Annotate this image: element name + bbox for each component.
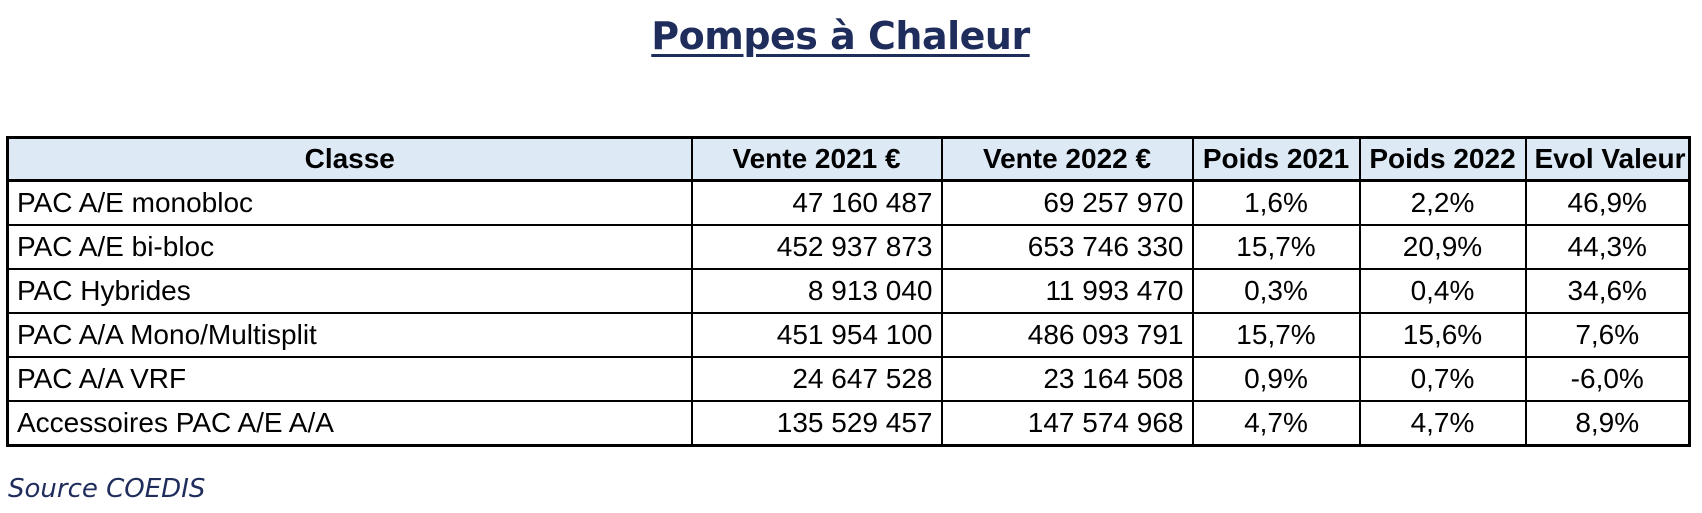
column-header-poids-2021: Poids 2021 — [1191, 136, 1361, 182]
cell-vente-2021: 8 913 040 — [690, 268, 943, 314]
cell-poids-2022: 0,7% — [1358, 356, 1527, 402]
cell-classe: PAC A/A VRF — [6, 356, 693, 402]
cell-poids-2022: 20,9% — [1358, 224, 1527, 270]
cell-evol-valeur: 34,6% — [1524, 268, 1691, 314]
table-row: PAC A/A Mono/Multisplit 451 954 100 486 … — [6, 312, 1691, 358]
cell-vente-2022: 23 164 508 — [940, 356, 1194, 402]
column-header-evol-valeur: Evol Valeur — [1524, 136, 1691, 182]
cell-poids-2021: 1,6% — [1191, 179, 1361, 226]
cell-classe: PAC Hybrides — [6, 268, 693, 314]
cell-classe: PAC A/E monobloc — [6, 179, 693, 226]
cell-poids-2022: 15,6% — [1358, 312, 1527, 358]
cell-poids-2022: 4,7% — [1358, 400, 1527, 447]
column-header-vente-2021: Vente 2021 € — [690, 136, 943, 182]
table-row: PAC Hybrides 8 913 040 11 993 470 0,3% 0… — [6, 268, 1691, 314]
cell-vente-2021: 452 937 873 — [690, 224, 943, 270]
table-row: PAC A/A VRF 24 647 528 23 164 508 0,9% 0… — [6, 356, 1691, 402]
cell-evol-valeur: 7,6% — [1524, 312, 1691, 358]
column-header-poids-2022: Poids 2022 — [1358, 136, 1527, 182]
cell-classe: PAC A/E bi-bloc — [6, 224, 693, 270]
cell-poids-2021: 0,3% — [1191, 268, 1361, 314]
cell-vente-2021: 135 529 457 — [690, 400, 943, 447]
cell-evol-valeur: 44,3% — [1524, 224, 1691, 270]
cell-evol-valeur: -6,0% — [1524, 356, 1691, 402]
cell-poids-2021: 0,9% — [1191, 356, 1361, 402]
column-header-classe: Classe — [6, 136, 693, 182]
source-note: Source COEDIS — [8, 474, 206, 504]
table-row: PAC A/E bi-bloc 452 937 873 653 746 330 … — [6, 224, 1691, 270]
cell-poids-2021: 15,7% — [1191, 224, 1361, 270]
cell-poids-2021: 4,7% — [1191, 400, 1361, 447]
table-row: PAC A/E monobloc 47 160 487 69 257 970 1… — [6, 179, 1691, 226]
cell-poids-2022: 0,4% — [1358, 268, 1527, 314]
cell-vente-2021: 47 160 487 — [690, 179, 943, 226]
cell-poids-2022: 2,2% — [1358, 179, 1527, 226]
cell-vente-2021: 24 647 528 — [690, 356, 943, 402]
cell-vente-2022: 653 746 330 — [940, 224, 1194, 270]
page-title: Pompes à Chaleur — [651, 14, 1030, 58]
table-row: Accessoires PAC A/E A/A 135 529 457 147 … — [6, 400, 1691, 447]
cell-classe: Accessoires PAC A/E A/A — [6, 400, 693, 447]
column-header-vente-2022: Vente 2022 € — [940, 136, 1194, 182]
cell-vente-2022: 69 257 970 — [940, 179, 1194, 226]
cell-vente-2021: 451 954 100 — [690, 312, 943, 358]
cell-poids-2021: 15,7% — [1191, 312, 1361, 358]
cell-vente-2022: 11 993 470 — [940, 268, 1194, 314]
cell-evol-valeur: 8,9% — [1524, 400, 1691, 447]
table-header-row: Classe Vente 2021 € Vente 2022 € Poids 2… — [6, 136, 1691, 182]
cell-vente-2022: 486 093 791 — [940, 312, 1194, 358]
cell-classe: PAC A/A Mono/Multisplit — [6, 312, 693, 358]
cell-evol-valeur: 46,9% — [1524, 179, 1691, 226]
heat-pump-sales-table: Classe Vente 2021 € Vente 2022 € Poids 2… — [6, 136, 1691, 447]
cell-vente-2022: 147 574 968 — [940, 400, 1194, 447]
